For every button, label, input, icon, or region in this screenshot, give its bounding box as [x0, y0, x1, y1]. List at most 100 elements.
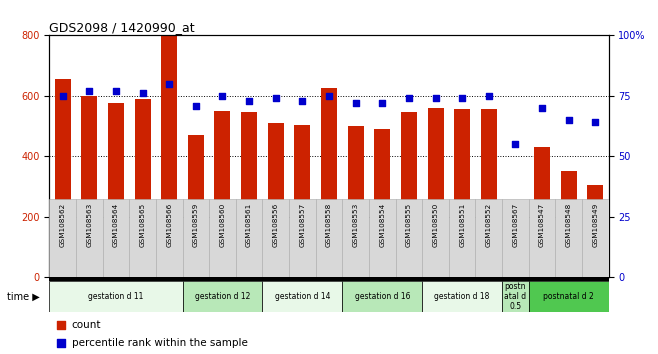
Bar	[49, 199, 76, 277]
Bar	[156, 199, 182, 277]
Bar	[321, 88, 337, 277]
Point	[244, 98, 255, 103]
Bar	[529, 199, 555, 277]
Point	[484, 93, 494, 99]
Text: GSM108547: GSM108547	[539, 203, 545, 247]
Text: GSM108562: GSM108562	[60, 203, 66, 247]
Bar	[294, 125, 311, 277]
Bar	[316, 199, 342, 277]
Text: GSM108566: GSM108566	[166, 203, 172, 247]
Text: GSM108560: GSM108560	[220, 203, 226, 247]
Point	[510, 141, 520, 147]
Point	[403, 96, 414, 101]
Bar	[555, 199, 582, 277]
Bar	[263, 281, 342, 312]
Point	[377, 100, 388, 106]
Bar	[76, 199, 103, 277]
Bar	[454, 109, 470, 277]
Bar	[347, 126, 364, 277]
Bar	[561, 171, 576, 277]
Bar	[82, 96, 97, 277]
Bar	[582, 199, 609, 277]
Bar	[422, 199, 449, 277]
Text: gestation d 18: gestation d 18	[434, 292, 490, 301]
Bar	[241, 113, 257, 277]
Text: GSM108552: GSM108552	[486, 203, 492, 247]
Bar	[476, 199, 502, 277]
Point	[138, 91, 148, 96]
Point	[164, 81, 174, 87]
Bar	[182, 199, 209, 277]
Point	[537, 105, 547, 111]
Text: percentile rank within the sample: percentile rank within the sample	[72, 338, 247, 348]
Bar	[289, 199, 316, 277]
Bar	[529, 281, 609, 312]
Bar	[55, 79, 70, 277]
Text: GSM108550: GSM108550	[432, 203, 438, 247]
Point	[457, 96, 467, 101]
Bar	[401, 113, 417, 277]
Text: GSM108548: GSM108548	[566, 203, 572, 247]
Point	[590, 120, 601, 125]
Bar	[534, 147, 550, 277]
Text: GSM108556: GSM108556	[272, 203, 279, 247]
Point	[191, 103, 201, 108]
Text: GSM108563: GSM108563	[86, 203, 92, 247]
Point	[55, 340, 66, 346]
Bar	[507, 226, 523, 277]
Point	[84, 88, 95, 94]
Bar	[428, 108, 443, 277]
Text: gestation d 14: gestation d 14	[274, 292, 330, 301]
Point	[350, 100, 361, 106]
Point	[111, 88, 121, 94]
Bar	[161, 35, 177, 277]
Text: postn
atal d
0.5: postn atal d 0.5	[505, 281, 526, 312]
Point	[55, 322, 66, 328]
Bar	[342, 281, 422, 312]
Text: gestation d 11: gestation d 11	[88, 292, 143, 301]
Text: GSM108561: GSM108561	[246, 203, 252, 247]
Bar	[209, 199, 236, 277]
Bar	[395, 199, 422, 277]
Text: gestation d 16: gestation d 16	[355, 292, 410, 301]
Bar	[49, 281, 182, 312]
Bar	[588, 185, 603, 277]
Bar	[481, 109, 497, 277]
Point	[297, 98, 308, 103]
Text: GSM108551: GSM108551	[459, 203, 465, 247]
Text: GSM108559: GSM108559	[193, 203, 199, 247]
Text: GSM108564: GSM108564	[113, 203, 119, 247]
Text: GSM108557: GSM108557	[299, 203, 305, 247]
Bar	[188, 135, 204, 277]
Text: postnatal d 2: postnatal d 2	[544, 292, 594, 301]
Bar	[369, 199, 395, 277]
Bar	[108, 103, 124, 277]
Bar	[268, 123, 284, 277]
Text: GSM108554: GSM108554	[379, 203, 386, 247]
Point	[324, 93, 334, 99]
Point	[57, 93, 68, 99]
Bar	[129, 199, 156, 277]
Bar	[422, 281, 502, 312]
Bar	[449, 199, 476, 277]
Text: GDS2098 / 1420990_at: GDS2098 / 1420990_at	[49, 21, 195, 34]
Text: GSM108549: GSM108549	[592, 203, 598, 247]
Text: gestation d 12: gestation d 12	[195, 292, 250, 301]
Bar	[502, 199, 529, 277]
Point	[270, 96, 281, 101]
Point	[217, 93, 228, 99]
Point	[430, 96, 441, 101]
Bar	[502, 281, 529, 312]
Bar	[263, 199, 289, 277]
Text: GSM108565: GSM108565	[139, 203, 145, 247]
Text: GSM108567: GSM108567	[513, 203, 519, 247]
Bar	[135, 99, 151, 277]
Bar	[342, 199, 369, 277]
Bar	[236, 199, 263, 277]
Bar	[182, 281, 263, 312]
Text: GSM108555: GSM108555	[406, 203, 412, 247]
Bar	[215, 111, 230, 277]
Bar	[374, 129, 390, 277]
Bar	[103, 199, 129, 277]
Text: count: count	[72, 320, 101, 330]
